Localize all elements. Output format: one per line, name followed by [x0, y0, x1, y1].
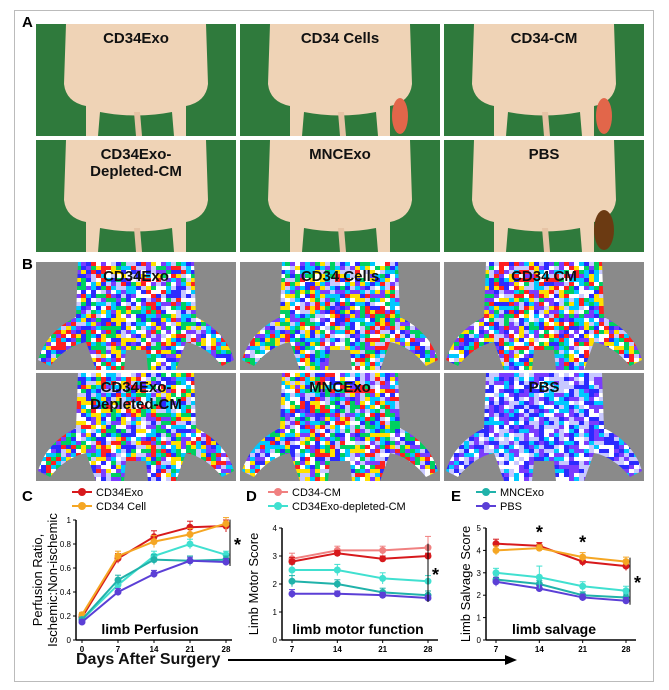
- panel-letter-b: B: [22, 256, 33, 273]
- photo-label: PBS: [528, 146, 560, 163]
- wound-mark: [596, 98, 612, 134]
- ldpi-scan: CD34Exo- Depleted-CM: [36, 373, 236, 481]
- wound-mark: [392, 98, 408, 134]
- mouse-body: [64, 140, 208, 252]
- photo-label: CD34Exo- Depleted-CM: [90, 146, 182, 180]
- mouse-tail: [134, 228, 142, 252]
- photo-label: MNCExo: [309, 146, 371, 163]
- mouse-tail: [542, 112, 550, 136]
- ldpi-heatmap: [38, 373, 234, 481]
- panel-letter-e: E: [451, 488, 462, 505]
- ldpi-scan: CD34 CM: [444, 262, 644, 370]
- ldpi-label: MNCExo: [309, 379, 371, 396]
- mouse-body: [472, 140, 616, 252]
- mouse-tail: [134, 112, 142, 136]
- panel-letter-c: C: [22, 488, 33, 505]
- ldpi-scan: CD34Exo: [36, 262, 236, 370]
- ldpi-heatmap: [446, 262, 642, 370]
- mouse-photo: CD34Exo: [36, 24, 236, 136]
- ldpi-heatmap: [242, 373, 438, 481]
- mouse-tail: [338, 228, 346, 252]
- photo-label: CD34 Cells: [300, 30, 380, 47]
- mouse-photo: CD34-CM: [444, 24, 644, 136]
- mouse-body-shape: [472, 24, 616, 136]
- ldpi-label: CD34Exo- Depleted-CM: [90, 379, 182, 413]
- ldpi-scan: MNCExo: [240, 373, 440, 481]
- photo-label: CD34-CM: [510, 30, 578, 47]
- mouse-photo: CD34Exo- Depleted-CM: [36, 140, 236, 252]
- ldpi-heatmap: [446, 373, 642, 481]
- mouse-photo: MNCExo: [240, 140, 440, 252]
- ldpi-label: CD34 Cells: [300, 268, 380, 285]
- figure-frame: [14, 10, 654, 682]
- ldpi-scan: CD34 Cells: [240, 262, 440, 370]
- mouse-tail: [338, 112, 346, 136]
- panel-letter-a: A: [22, 14, 33, 31]
- ldpi-label: PBS: [528, 379, 560, 396]
- ldpi-scan: PBS: [444, 373, 644, 481]
- ldpi-label: CD34 CM: [511, 268, 577, 285]
- ldpi-label: CD34Exo: [103, 268, 169, 285]
- mouse-body-shape: [268, 24, 412, 136]
- mouse-body-shape: [268, 140, 412, 252]
- mouse-body: [268, 140, 412, 252]
- mouse-photo: PBS: [444, 140, 644, 252]
- mouse-body-shape: [64, 140, 208, 252]
- mouse-tail: [542, 228, 550, 252]
- mouse-body-shape: [64, 24, 208, 136]
- ldpi-heatmap: [242, 262, 438, 370]
- mouse-body-shape: [472, 140, 616, 252]
- photo-label: CD34Exo: [103, 30, 169, 47]
- necrotic-limb-mark: [594, 210, 614, 250]
- panel-letter-d: D: [246, 488, 257, 505]
- mouse-body: [268, 24, 412, 136]
- mouse-photo: CD34 Cells: [240, 24, 440, 136]
- mouse-body: [64, 24, 208, 136]
- mouse-body: [472, 24, 616, 136]
- ldpi-heatmap: [38, 262, 234, 370]
